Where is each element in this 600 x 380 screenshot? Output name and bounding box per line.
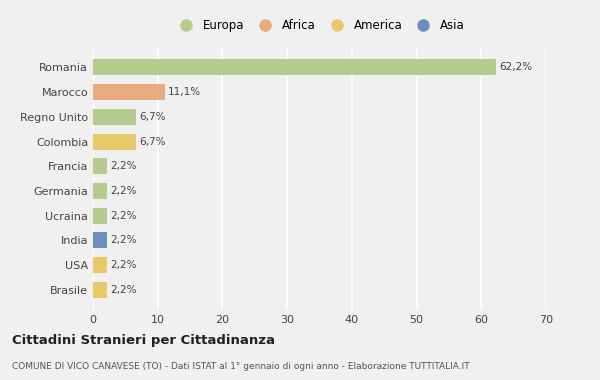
Bar: [93, 257, 107, 273]
Text: 2,2%: 2,2%: [110, 211, 137, 221]
Bar: [93, 232, 107, 249]
Text: Cittadini Stranieri per Cittadinanza: Cittadini Stranieri per Cittadinanza: [12, 334, 275, 347]
Text: 6,7%: 6,7%: [140, 136, 166, 147]
Legend: Europa, Africa, America, Asia: Europa, Africa, America, Asia: [172, 17, 467, 35]
Text: 2,2%: 2,2%: [110, 186, 137, 196]
Text: 11,1%: 11,1%: [168, 87, 201, 97]
Bar: [93, 207, 107, 224]
Text: 2,2%: 2,2%: [110, 235, 137, 245]
Bar: [93, 84, 165, 100]
Bar: [93, 133, 136, 150]
Text: 2,2%: 2,2%: [110, 260, 137, 270]
Bar: [93, 109, 136, 125]
Bar: [93, 158, 107, 174]
Text: 62,2%: 62,2%: [499, 62, 532, 73]
Text: 6,7%: 6,7%: [140, 112, 166, 122]
Bar: [93, 183, 107, 199]
Bar: [93, 282, 107, 298]
Bar: [93, 59, 496, 76]
Text: 2,2%: 2,2%: [110, 161, 137, 171]
Text: COMUNE DI VICO CANAVESE (TO) - Dati ISTAT al 1° gennaio di ogni anno - Elaborazi: COMUNE DI VICO CANAVESE (TO) - Dati ISTA…: [12, 362, 470, 370]
Text: 2,2%: 2,2%: [110, 285, 137, 295]
